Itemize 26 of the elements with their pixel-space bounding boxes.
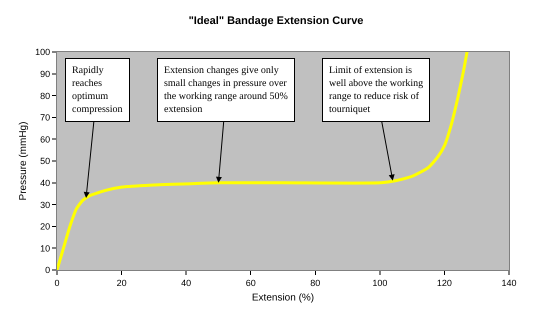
- y-tick-label: 80: [40, 90, 50, 101]
- annotation: Rapidly reaches optimum compression: [72, 65, 123, 115]
- y-tick-label: 40: [40, 178, 50, 188]
- x-tick-label: 40: [181, 278, 192, 288]
- y-axis-title: Pressure (mmHg): [18, 122, 30, 200]
- y-tick-label: 20: [40, 222, 50, 232]
- x-tick-label: 20: [116, 278, 127, 288]
- y-tick-label: 70: [40, 112, 50, 123]
- y-tick-label: 100: [35, 47, 50, 58]
- chart-title: "Ideal" Bandage Extension Curve: [188, 14, 364, 27]
- line-series: [57, 52, 469, 270]
- x-tick-label: 100: [372, 278, 388, 288]
- y-tick-label: 60: [40, 134, 50, 144]
- x-tick-label: 0: [54, 278, 60, 288]
- x-tick-label: 140: [501, 278, 517, 288]
- y-tick-label: 90: [40, 68, 50, 79]
- annotation: Extension changes give only small changes in pressure over the working range around 50% extension: [164, 65, 288, 115]
- annotation: Limit of extension is well above the working range to reduce risk of tourniquet: [329, 65, 424, 115]
- y-tick-label: 0: [45, 265, 50, 276]
- y-tick-label: 30: [40, 200, 50, 210]
- x-tick-label: 80: [310, 278, 320, 288]
- x-tick-label: 120: [436, 278, 452, 288]
- y-tick-label: 50: [40, 156, 50, 166]
- x-axis-title: Extension (%): [252, 292, 314, 304]
- x-tick-label: 60: [246, 278, 256, 288]
- y-tick-label: 10: [40, 243, 50, 254]
